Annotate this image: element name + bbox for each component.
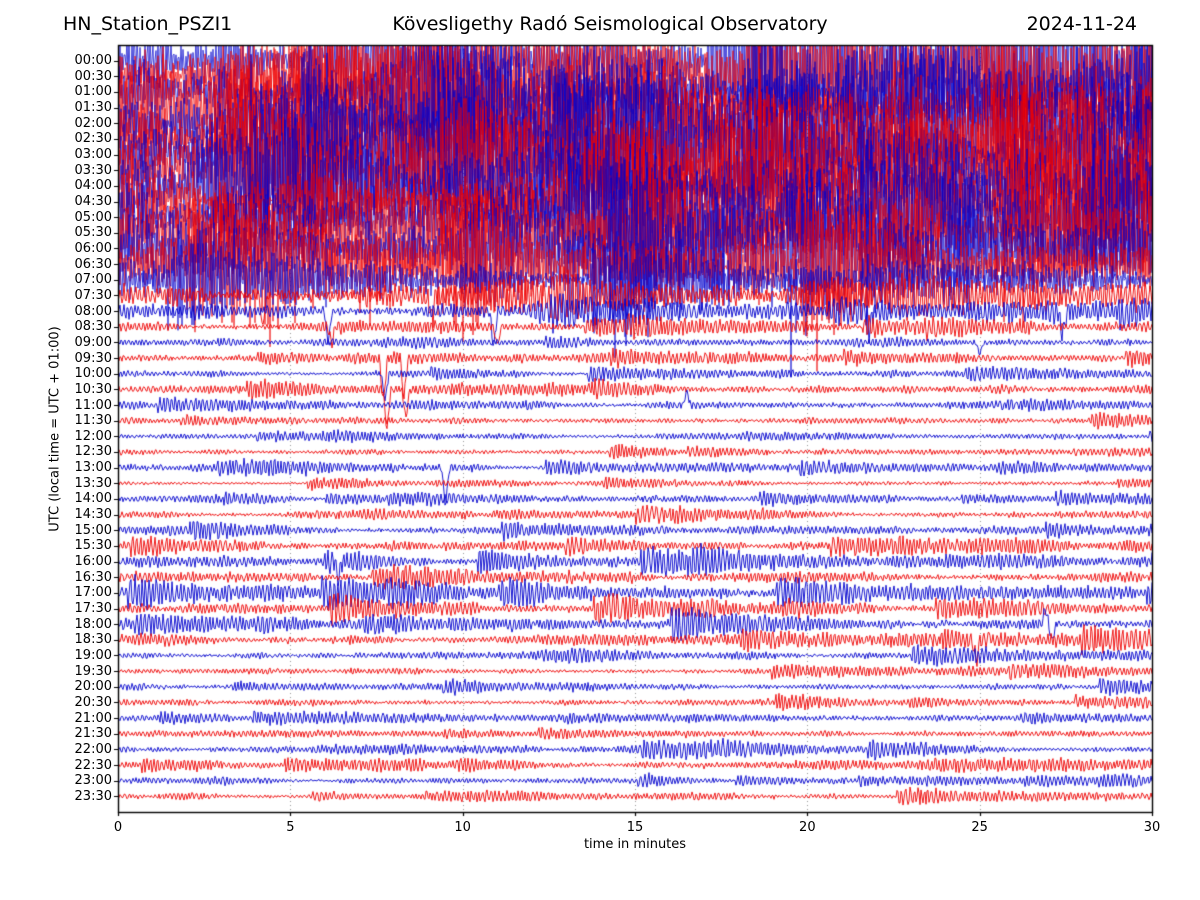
y-tick-label: 19:30: [74, 663, 112, 679]
y-tick-label: 11:30: [74, 413, 112, 429]
x-tick-label: 5: [286, 820, 295, 835]
station-title: HN_Station_PSZI1: [63, 13, 233, 35]
y-tick-label: 07:30: [74, 287, 112, 303]
y-tick-label: 18:30: [74, 632, 112, 648]
y-tick-label: 04:00: [74, 178, 112, 194]
x-tick-label: 20: [799, 820, 816, 835]
y-tick-label: 09:00: [74, 334, 112, 350]
x-tick-label: 30: [1143, 820, 1161, 835]
y-tick-label: 01:00: [74, 84, 112, 100]
y-tick-label: 06:30: [74, 256, 112, 272]
y-tick-label: 10:00: [74, 366, 112, 382]
y-tick-label: 12:00: [74, 428, 112, 444]
y-tick-label: 23:30: [74, 788, 112, 804]
y-tick-label: 09:30: [74, 350, 112, 366]
y-tick-label: 08:00: [74, 303, 112, 319]
date-title: 2024-11-24: [1026, 13, 1137, 35]
x-tick-label: 25: [971, 820, 988, 835]
y-tick-label: 08:30: [74, 319, 112, 335]
y-tick-label: 19:00: [74, 647, 112, 663]
y-tick-label: 17:00: [74, 585, 112, 601]
y-tick-label: 10:30: [74, 381, 112, 397]
y-tick-label: 13:30: [74, 475, 112, 491]
y-tick-label: 01:30: [74, 100, 112, 116]
y-tick-label: 20:30: [74, 694, 112, 710]
x-axis-label: time in minutes: [583, 837, 687, 852]
x-tick-label: 10: [454, 820, 471, 835]
y-tick-label: 14:30: [74, 507, 112, 523]
y-tick-label: 11:00: [74, 397, 112, 413]
x-tick-label: 0: [113, 820, 123, 835]
y-tick-label: 16:30: [74, 569, 112, 585]
y-tick-label: 03:00: [74, 147, 112, 163]
y-tick-label: 17:30: [74, 601, 112, 616]
y-tick-label: 00:30: [74, 68, 112, 84]
y-tick-label: 06:00: [74, 240, 112, 256]
y-tick-label: 22:00: [74, 741, 112, 757]
x-tick-label: 15: [626, 820, 644, 835]
y-tick-label: 21:00: [74, 710, 112, 726]
y-tick-label: 20:00: [74, 679, 112, 695]
y-tick-label: 05:00: [74, 209, 112, 225]
y-tick-label: 14:00: [74, 491, 112, 507]
y-tick-label: 13:00: [74, 460, 112, 476]
y-tick-label: 15:30: [74, 538, 112, 554]
y-tick-label: 21:30: [74, 726, 112, 742]
observatory-title: Kövesligethy Radó Seismological Observat…: [392, 13, 828, 35]
y-tick-label: 18:00: [74, 616, 112, 632]
y-tick-label: 02:30: [74, 131, 112, 147]
y-tick-label: 07:00: [74, 272, 112, 288]
y-tick-label: 00:00: [74, 53, 112, 69]
y-tick-label: 22:30: [74, 757, 112, 773]
y-tick-label: 16:00: [74, 554, 112, 570]
y-tick-label: 03:30: [74, 162, 112, 178]
y-tick-label: 05:30: [74, 225, 112, 241]
y-tick-label: 12:30: [74, 444, 112, 460]
y-tick-label: 15:00: [74, 522, 112, 538]
y-tick-label: 02:00: [74, 115, 112, 131]
y-tick-label: 04:30: [74, 194, 112, 210]
y-tick-label: 23:00: [74, 773, 112, 789]
